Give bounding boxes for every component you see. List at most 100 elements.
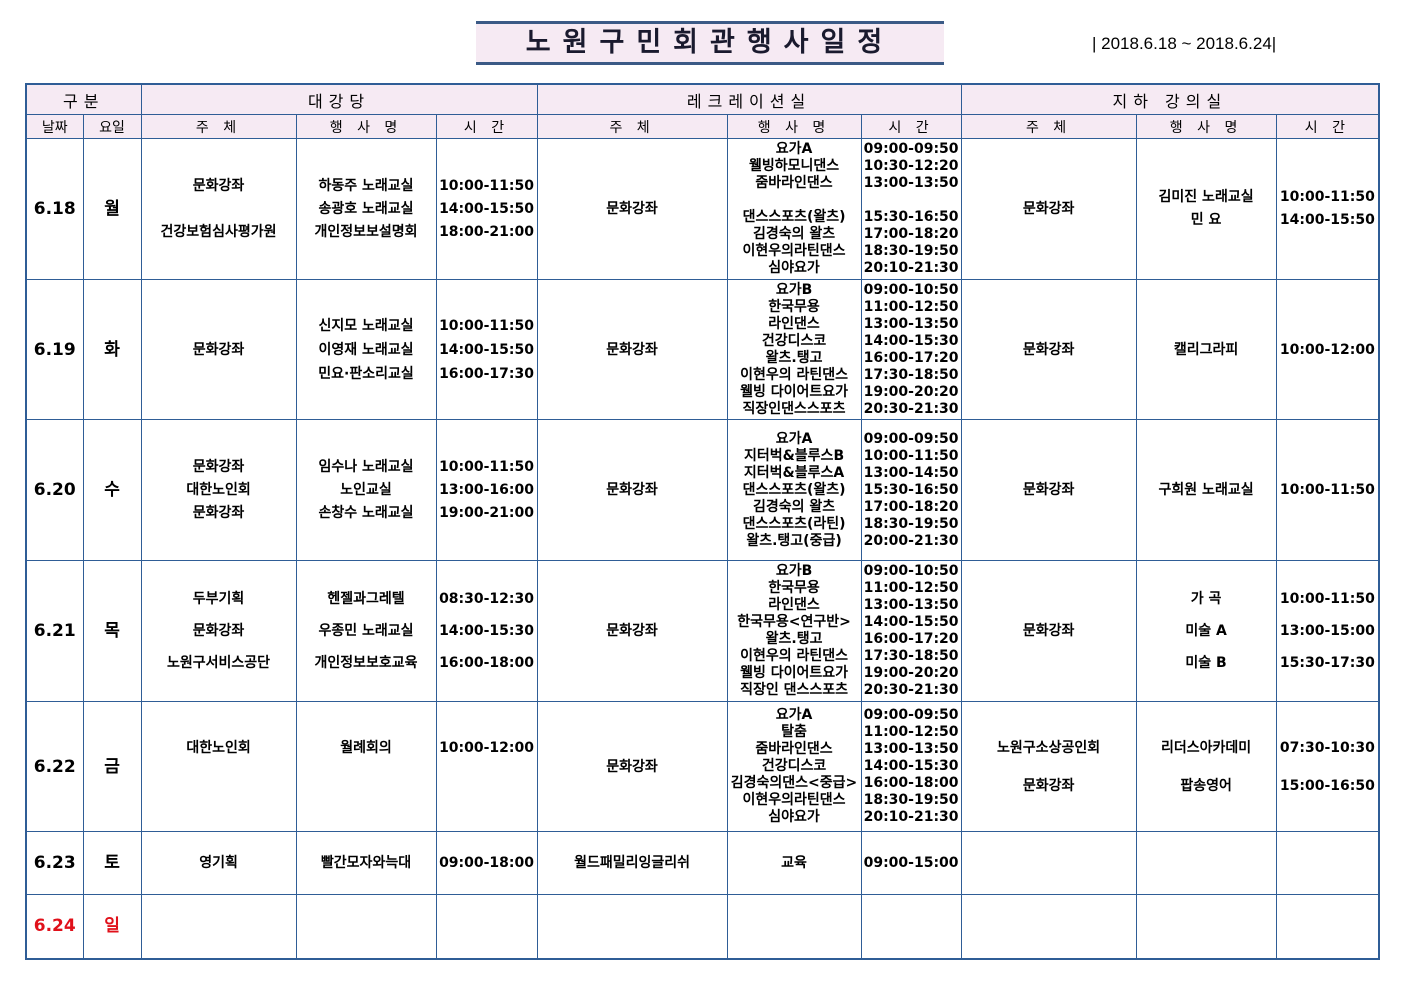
date-cell: 6.22 (25, 701, 84, 832)
day-cell: 월 (82, 138, 142, 280)
rec-event-cell: 요가A 탈춤 줌바라인댄스 건강디스코 김경숙의댄스<중급> 이현우의라틴댄스 … (726, 701, 862, 832)
day-cell: 화 (82, 279, 142, 420)
header-event: 행 사 명 (1135, 114, 1277, 139)
base-host-cell (960, 831, 1137, 895)
header-day: 요일 (82, 114, 142, 139)
base-time-cell (1275, 894, 1380, 959)
header-main-hall: 대강당 (140, 83, 538, 115)
header-event: 행 사 명 (726, 114, 862, 139)
rec-event-cell: 요가A 웰빙하모니댄스 줌바라인댄스 댄스스포츠(왈츠) 김경숙의 왈츠 이현우… (726, 138, 862, 280)
base-host-cell (960, 894, 1137, 959)
hall-time-cell (435, 894, 538, 959)
day-cell: 금 (82, 701, 142, 832)
rec-host-cell: 문화강좌 (536, 560, 728, 702)
header-date: 날짜 (25, 114, 84, 139)
hall-time-cell: 10:00-11:50 14:00-15:50 16:00-17:30 (435, 279, 538, 420)
rec-time-cell: 09:00-10:50 11:00-12:50 13:00-13:50 14:0… (860, 279, 962, 420)
date-cell: 6.18 (25, 138, 84, 280)
base-time-cell (1275, 831, 1380, 895)
day-cell: 일 (82, 894, 142, 959)
date-cell: 6.19 (25, 279, 84, 420)
hall-host-cell: 두부기획 문화강좌 노원구서비스공단 (140, 560, 297, 702)
rec-host-cell: 문화강좌 (536, 279, 728, 420)
base-event-cell: 가 곡 미술 A 미술 B (1135, 560, 1277, 702)
base-host-cell: 노원구소상공인회 문화강좌 (960, 701, 1137, 832)
hall-event-cell: 빨간모자와늑대 (295, 831, 437, 895)
header-host: 주 체 (140, 114, 297, 139)
header-recreation-room: 레크레이션실 (536, 83, 962, 115)
hall-time-cell: 10:00-12:00 (435, 701, 538, 832)
rec-host-cell: 문화강좌 (536, 701, 728, 832)
header-event: 행 사 명 (295, 114, 437, 139)
base-time-cell: 10:00-11:50 13:00-15:00 15:30-17:30 (1275, 560, 1380, 702)
table-row: 6.18 월 문화강좌 건강보험심사평가원 하동주 노래교실 송광호 노래교실 개인정… (25, 138, 1380, 280)
header-time: 시 간 (1275, 114, 1380, 139)
hall-host-cell: 문화강좌 (140, 279, 297, 420)
hall-host-cell: 문화강좌 대한노인회 문화강좌 (140, 419, 297, 561)
hall-time-cell: 09:00-18:00 (435, 831, 538, 895)
table-row: 6.19 화 문화강좌 신지모 노래교실 이영재 노래교실 민요·판소리교실 10:00… (25, 279, 1380, 420)
rec-event-cell: 교육 (726, 831, 862, 895)
base-event-cell: 캘리그라피 (1135, 279, 1277, 420)
base-host-cell: 문화강좌 (960, 560, 1137, 702)
base-time-cell: 10:00-12:00 (1275, 279, 1380, 420)
hall-host-cell (140, 894, 297, 959)
header-group: 구분 (25, 83, 142, 115)
base-host-cell: 문화강좌 (960, 279, 1137, 420)
hall-host-cell: 영기획 (140, 831, 297, 895)
hall-event-cell: 임수나 노래교실 노인교실 손창수 노래교실 (295, 419, 437, 561)
hall-host-cell: 문화강좌 건강보험심사평가원 (140, 138, 297, 280)
hall-event-cell: 하동주 노래교실 송광호 노래교실 개인정보보설명회 (295, 138, 437, 280)
base-host-cell: 문화강좌 (960, 419, 1137, 561)
rec-time-cell: 09:00-09:50 10:00-11:50 13:00-14:50 15:3… (860, 419, 962, 561)
rec-time-cell: 09:00-10:50 11:00-12:50 13:00-13:50 14:0… (860, 560, 962, 702)
rec-time-cell (860, 894, 962, 959)
schedule-table: 구분 대강당 레크레이션실 지하 강의실 날짜 요일 주 체 행 사 명 시 간… (25, 83, 1381, 960)
day-cell: 토 (82, 831, 142, 895)
rec-event-cell: 요가B 한국무용 라인댄스 건강디스코 왈츠.탱고 이현우의 라틴댄스 웰빙 다… (726, 279, 862, 420)
header-basement-room: 지하 강의실 (960, 83, 1380, 115)
base-event-cell (1135, 894, 1277, 959)
rec-host-cell: 월드패밀리잉글리쉬 (536, 831, 728, 895)
rec-event-cell (726, 894, 862, 959)
rec-event-cell: 요가A 지터벅&블루스B 지터벅&블루스A 댄스스포츠(왈츠) 김경숙의 왈츠 … (726, 419, 862, 561)
date-range: | 2018.6.18 ~ 2018.6.24| (1092, 34, 1277, 53)
table-row: 6.22 금 대한노인회 월례회의 10:00-12:00 문화강좌 요가A 탈춤 줌… (25, 701, 1380, 832)
date-cell: 6.23 (25, 831, 84, 895)
base-event-cell: 리더스아카데미 팝송영어 (1135, 701, 1277, 832)
base-event-cell (1135, 831, 1277, 895)
table-row: 6.20 수 문화강좌 대한노인회 문화강좌 임수나 노래교실 노인교실 손창수 노래… (25, 419, 1380, 561)
header-host: 주 체 (960, 114, 1137, 139)
page-title: 노원구민회관행사일정 (476, 21, 944, 65)
base-event-cell: 구희원 노래교실 (1135, 419, 1277, 561)
table-row: 6.24 일 (25, 894, 1380, 959)
rec-time-cell: 09:00-09:50 11:00-12:50 13:00-13:50 14:0… (860, 701, 962, 832)
header-time: 시 간 (860, 114, 962, 139)
hall-time-cell: 08:30-12:30 14:00-15:30 16:00-18:00 (435, 560, 538, 702)
date-cell: 6.21 (25, 560, 84, 702)
hall-event-cell: 신지모 노래교실 이영재 노래교실 민요·판소리교실 (295, 279, 437, 420)
header-host: 주 체 (536, 114, 728, 139)
hall-time-cell: 10:00-11:50 13:00-16:00 19:00-21:00 (435, 419, 538, 561)
rec-time-cell: 09:00-15:00 (860, 831, 962, 895)
day-cell: 수 (82, 419, 142, 561)
day-cell: 목 (82, 560, 142, 702)
hall-host-cell: 대한노인회 (140, 701, 297, 832)
rec-time-cell: 09:00-09:50 10:30-12:20 13:00-13:50 15:3… (860, 138, 962, 280)
base-time-cell: 10:00-11:50 14:00-15:50 (1275, 138, 1380, 280)
base-host-cell: 문화강좌 (960, 138, 1137, 280)
header-time: 시 간 (435, 114, 538, 139)
table-row: 6.23 토 영기획 빨간모자와늑대 09:00-18:00 월드패밀리잉글리쉬 교육 09:… (25, 831, 1380, 895)
rec-event-cell: 요가B 한국무용 라인댄스 한국무용<연구반> 왈츠.탱고 이현우의 라틴댄스 … (726, 560, 862, 702)
date-cell: 6.20 (25, 419, 84, 561)
base-time-cell: 10:00-11:50 (1275, 419, 1380, 561)
rec-host-cell: 문화강좌 (536, 138, 728, 280)
hall-event-cell: 헨젤과그레텔 우종민 노래교실 개인정보보호교육 (295, 560, 437, 702)
hall-time-cell: 10:00-11:50 14:00-15:50 18:00-21:00 (435, 138, 538, 280)
base-time-cell: 07:30-10:30 15:00-16:50 (1275, 701, 1380, 832)
date-cell: 6.24 (25, 894, 84, 959)
base-event-cell: 김미진 노래교실 민 요 (1135, 138, 1277, 280)
rec-host-cell: 문화강좌 (536, 419, 728, 561)
table-row: 6.21 목 두부기획 문화강좌 노원구서비스공단 헨젤과그레텔 우종민 노래교실 개… (25, 560, 1380, 702)
rec-host-cell (536, 894, 728, 959)
